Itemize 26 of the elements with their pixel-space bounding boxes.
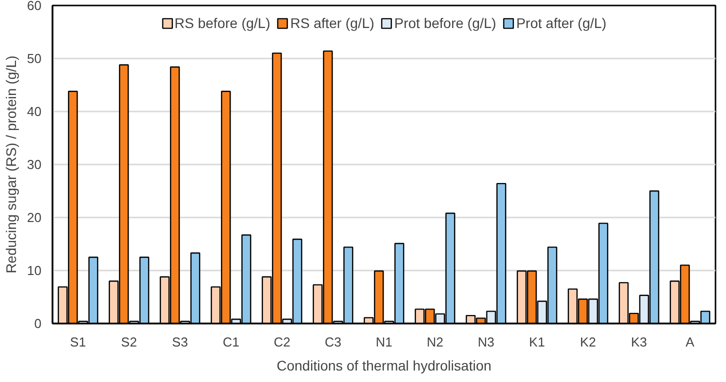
y-axis-title: Reducing sugar (RS) / protein (g/L) [3,56,20,274]
y-tick-label: 20 [27,210,42,225]
y-tick-label: 50 [27,51,42,66]
x-axis-title: Conditions of thermal hydrolisation [276,358,492,374]
x-tick-label: S1 [70,334,86,350]
legend-label: RS before (g/L) [174,15,270,31]
x-tick-label: S3 [172,334,188,350]
legend-label: Prot after (g/L) [516,15,606,31]
x-tick-label: A [686,334,695,350]
y-tick-label: 30 [27,157,42,172]
x-tick-label: N1 [376,334,392,350]
x-tick-label: N2 [426,334,444,350]
legend-label: RS after (g/L) [290,15,374,31]
x-tick-label: C3 [324,334,342,350]
x-tick-label: S2 [121,334,137,350]
y-tick-label: 40 [27,104,42,119]
x-tick-label: C1 [222,334,240,350]
x-tick-label: N3 [478,334,494,350]
x-tick-label: K3 [631,334,647,350]
y-tick-label: 0 [34,316,42,331]
legend-label: Prot before (g/L) [394,15,496,31]
x-tick-label: K2 [580,334,596,350]
y-tick-label: 60 [27,0,42,13]
y-tick-label: 10 [27,263,42,278]
x-tick-label: K1 [529,334,545,350]
x-tick-label: C2 [274,334,290,350]
